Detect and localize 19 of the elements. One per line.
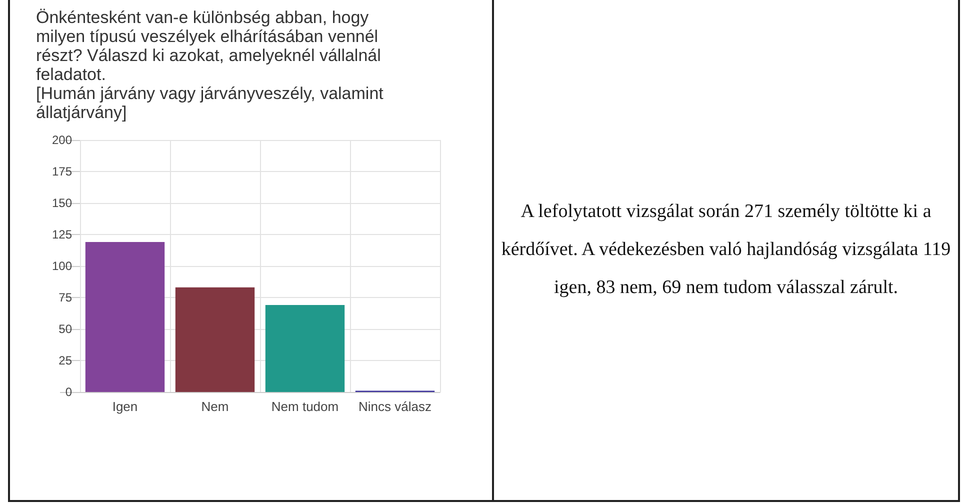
- x-tick-label: Nem: [201, 399, 229, 414]
- chart-subtitle: [Humán járvány vagy járványveszély, valamint állatjárvány]: [36, 84, 384, 122]
- text: A lefolytatott vizsgálat során 271 személy töltötte ki a kérdőívet. A védekezésben való hajlandóság vizsgálata 119 igen, 83 nem, 69 nem tudom válasszal zárult.: [500, 200, 952, 300]
- y-tick-label: 150: [52, 196, 72, 210]
- y-tick-label: 125: [52, 228, 72, 242]
- bar: [265, 305, 345, 392]
- y-tick-label: 75: [58, 290, 72, 304]
- bar: [175, 287, 255, 392]
- x-tick-label: Nincs válasz: [358, 399, 432, 414]
- y-tick-label: 200: [52, 133, 72, 147]
- y-tick-label: 100: [52, 259, 72, 273]
- y-tick-label: 50: [58, 322, 72, 336]
- x-tick-label: Igen: [112, 399, 138, 414]
- y-tick-label: 0: [65, 385, 72, 399]
- bar: [85, 242, 165, 392]
- y-tick-label: 25: [58, 354, 72, 368]
- y-tick-label: 175: [52, 164, 72, 178]
- chart-title: Önkéntesként van-e különbség abban, hogy milyen típusú veszélyek elhárításában vennél részt? Válaszd ki azokat, amelyeknél vállalnál feladatot.: [36, 8, 382, 84]
- x-tick-label: Nem tudom: [271, 399, 339, 414]
